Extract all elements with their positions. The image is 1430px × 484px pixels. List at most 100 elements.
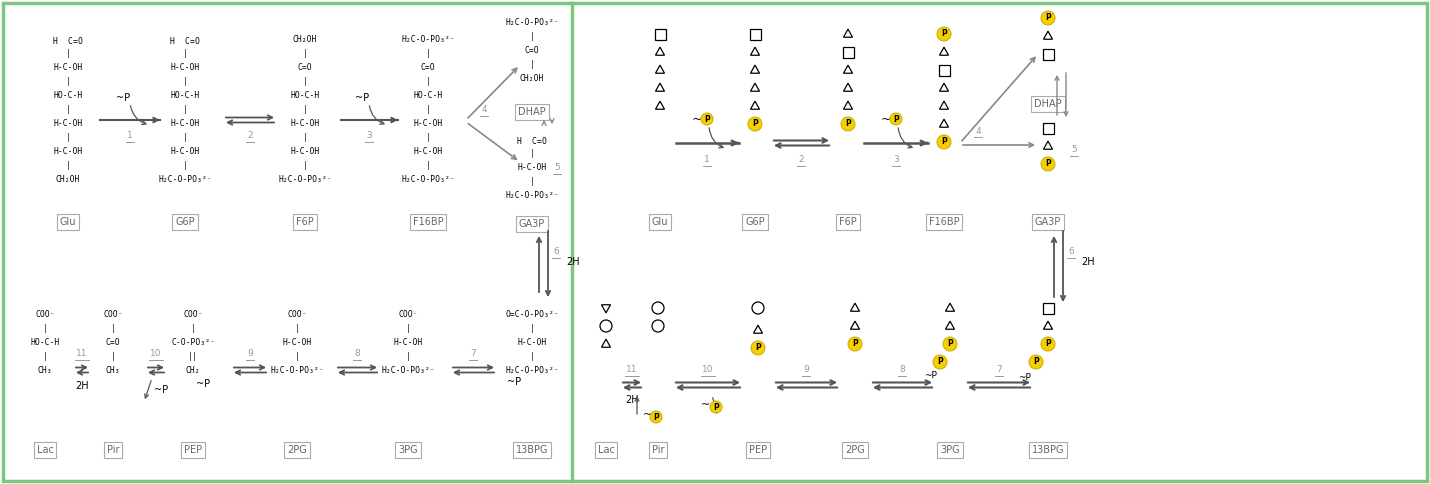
- Text: H-C-OH: H-C-OH: [170, 147, 200, 156]
- Text: H-C-OH: H-C-OH: [53, 63, 83, 72]
- Text: |: |: [303, 133, 307, 142]
- Text: Pir: Pir: [652, 445, 665, 455]
- Text: H-C-OH: H-C-OH: [282, 338, 312, 347]
- Text: P: P: [752, 120, 758, 128]
- Text: HO-C-H: HO-C-H: [53, 91, 83, 100]
- Text: |: |: [66, 133, 70, 142]
- Text: |: |: [529, 32, 535, 41]
- Polygon shape: [655, 101, 665, 109]
- Text: P: P: [941, 30, 947, 39]
- Text: COO⁻: COO⁻: [398, 310, 418, 319]
- Text: H₂C-O-PO₃²⁻: H₂C-O-PO₃²⁻: [505, 191, 559, 200]
- Text: 5: 5: [1071, 146, 1077, 154]
- Text: 6: 6: [1068, 247, 1074, 257]
- Text: GA3P: GA3P: [519, 219, 545, 229]
- Polygon shape: [844, 65, 852, 73]
- Text: 3: 3: [894, 155, 899, 165]
- Circle shape: [711, 401, 722, 413]
- Text: P: P: [941, 137, 947, 147]
- Text: P: P: [947, 339, 952, 348]
- Circle shape: [889, 113, 902, 125]
- Text: |: |: [190, 324, 196, 333]
- Text: H$\,$  C=O: H$\,$ C=O: [51, 35, 84, 46]
- Text: F6P: F6P: [296, 217, 313, 227]
- Text: 8: 8: [355, 349, 360, 359]
- Text: |: |: [426, 77, 430, 86]
- Text: PEP: PEP: [749, 445, 766, 455]
- Text: ||: ||: [189, 352, 197, 361]
- Bar: [749, 29, 761, 40]
- Text: 10: 10: [702, 365, 714, 375]
- Text: C=O: C=O: [297, 63, 312, 72]
- Text: |: |: [426, 105, 430, 114]
- Text: HO-C-H: HO-C-H: [413, 91, 443, 100]
- Polygon shape: [1044, 31, 1052, 39]
- Text: P: P: [714, 403, 719, 411]
- Text: COO⁻: COO⁻: [183, 310, 203, 319]
- Text: P: P: [937, 358, 942, 366]
- Polygon shape: [945, 321, 954, 329]
- Text: HO-C-H: HO-C-H: [170, 91, 200, 100]
- Text: 1: 1: [127, 132, 133, 140]
- Text: ~: ~: [881, 112, 891, 125]
- Text: H₂C-O-PO₃²⁻: H₂C-O-PO₃²⁻: [505, 18, 559, 27]
- Text: |: |: [183, 77, 187, 86]
- Polygon shape: [751, 47, 759, 55]
- Polygon shape: [751, 65, 759, 73]
- Text: 8: 8: [899, 365, 905, 375]
- Text: 3PG: 3PG: [398, 445, 418, 455]
- Text: H-C-OH: H-C-OH: [170, 63, 200, 72]
- Text: 9: 9: [804, 365, 809, 375]
- Text: C=O: C=O: [106, 338, 120, 347]
- Text: |: |: [303, 105, 307, 114]
- Text: COO⁻: COO⁻: [287, 310, 307, 319]
- Text: Lac: Lac: [598, 445, 615, 455]
- Polygon shape: [940, 119, 948, 127]
- Text: 3PG: 3PG: [940, 445, 960, 455]
- Text: |: |: [426, 161, 430, 170]
- Text: |: |: [295, 352, 299, 361]
- Circle shape: [651, 411, 662, 423]
- Circle shape: [751, 341, 765, 355]
- Text: |: |: [43, 352, 47, 361]
- Text: |: |: [529, 352, 535, 361]
- Text: 2PG: 2PG: [845, 445, 865, 455]
- Text: |: |: [406, 352, 410, 361]
- Bar: [1042, 302, 1054, 314]
- Text: Lac: Lac: [37, 445, 53, 455]
- Circle shape: [1041, 337, 1055, 351]
- Text: 11: 11: [76, 349, 87, 359]
- Text: 6: 6: [553, 247, 559, 257]
- Circle shape: [1041, 11, 1055, 25]
- Text: |: |: [303, 49, 307, 58]
- Text: H-C-OH: H-C-OH: [53, 119, 83, 128]
- Text: P: P: [1032, 358, 1038, 366]
- Text: |: |: [43, 324, 47, 333]
- Text: |: |: [66, 105, 70, 114]
- Text: PEP: PEP: [184, 445, 202, 455]
- Text: |: |: [303, 161, 307, 170]
- Text: H₂C-O-PO₃²⁻: H₂C-O-PO₃²⁻: [382, 366, 435, 375]
- Circle shape: [652, 302, 664, 314]
- Text: ~P: ~P: [116, 93, 130, 103]
- Circle shape: [748, 117, 762, 131]
- Circle shape: [942, 337, 957, 351]
- Text: |: |: [183, 49, 187, 58]
- Polygon shape: [1044, 141, 1052, 149]
- Text: 2: 2: [798, 155, 804, 165]
- Polygon shape: [851, 303, 859, 311]
- Text: G6P: G6P: [176, 217, 194, 227]
- Text: |: |: [183, 161, 187, 170]
- Text: H-C-OH: H-C-OH: [170, 119, 200, 128]
- Text: 10: 10: [150, 349, 162, 359]
- Text: H-C-OH: H-C-OH: [413, 119, 443, 128]
- Text: 7: 7: [470, 349, 476, 359]
- Text: CH₂OH: CH₂OH: [56, 175, 80, 184]
- Polygon shape: [844, 29, 852, 37]
- Text: CH₃: CH₃: [37, 366, 53, 375]
- Text: COO⁻: COO⁻: [36, 310, 54, 319]
- Text: P: P: [845, 120, 851, 128]
- Text: CH₂OH: CH₂OH: [293, 35, 317, 44]
- Text: ~P: ~P: [508, 377, 521, 387]
- Text: P: P: [852, 339, 858, 348]
